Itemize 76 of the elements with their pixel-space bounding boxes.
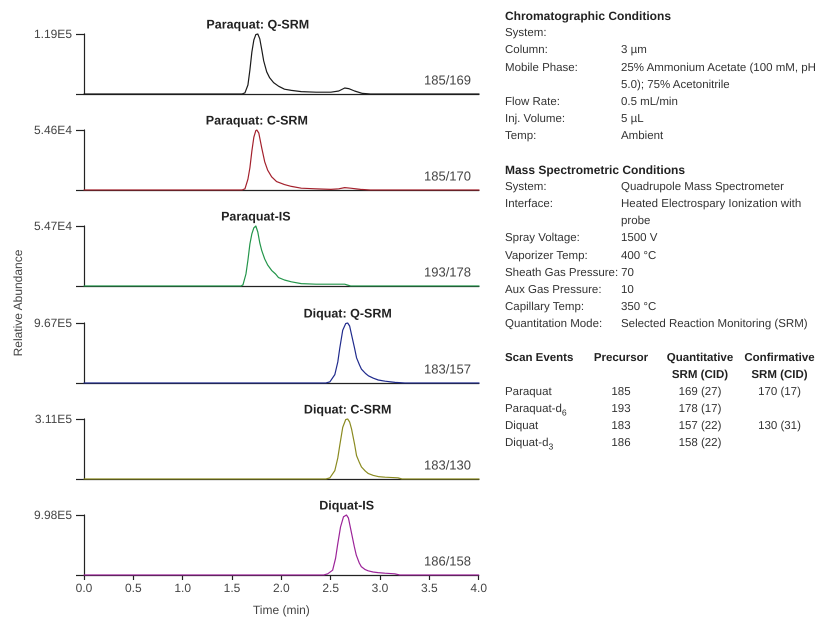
text: Ambient xyxy=(621,130,664,142)
text: 178 (17) xyxy=(678,402,722,415)
category-label: Confirmative SRM (CID) xyxy=(743,350,816,383)
text: 70 xyxy=(621,266,634,279)
category-label: System: xyxy=(505,27,547,40)
category-label: Diquat-d$_{3}$ xyxy=(505,437,554,452)
x-tick-label: 3.0 xyxy=(372,581,389,595)
text: 400 °C xyxy=(621,250,656,262)
text: 1500 V xyxy=(621,232,658,244)
text: 25% Ammonium Acetate (100 mM, pH 5.0); 75% Acetonitrile xyxy=(621,62,816,91)
category-label: Capillary Temp: xyxy=(505,301,584,314)
text: 186 xyxy=(611,437,631,450)
x-tick-label: 3.5 xyxy=(420,581,438,595)
x-axis-title: Time (min) xyxy=(252,603,310,617)
text: 350 °C xyxy=(621,301,656,314)
x-tick-label: 0.0 xyxy=(76,581,93,595)
category-label: Vaporizer Temp: xyxy=(505,250,588,262)
category-label: Aux Gas Pressure: xyxy=(505,284,602,296)
x-tick-label: 2.5 xyxy=(322,581,340,595)
text: 158 (22) xyxy=(678,437,722,450)
text: Quadrupole Mass Spectrometer xyxy=(621,180,784,193)
text: 157 (22) xyxy=(678,420,722,432)
category-label: Inj. Volume: xyxy=(505,113,566,126)
category-label: Mobile Phase: xyxy=(505,62,578,74)
category-label: Flow Rate: xyxy=(505,96,560,108)
text: 5 µL xyxy=(621,113,644,126)
text: 185 xyxy=(611,386,631,398)
x-tick-label: 4.0 xyxy=(470,581,488,595)
text: Selected Reaction Monitoring (SRM) xyxy=(621,318,808,330)
x-tick-label: 1.5 xyxy=(224,581,241,595)
category-label: Quantitation Mode: xyxy=(505,318,602,330)
y-axis-title: Relative Abundance xyxy=(11,250,25,356)
annotation: 193/178 xyxy=(424,264,471,280)
text: 0.5 mL/min xyxy=(621,96,678,108)
text: 10 xyxy=(621,284,634,296)
category-label: Quantitative SRM (CID) xyxy=(666,350,734,383)
category-label: Column: xyxy=(505,44,548,56)
text: 5.47E4 xyxy=(34,219,72,233)
category-label: Diquat xyxy=(505,420,538,432)
chart-title: Diquat: C-SRM xyxy=(304,402,392,416)
annotation: 183/130 xyxy=(424,458,471,472)
category-label: Paraquat-d$_{6}$ xyxy=(505,402,567,418)
text: 3 µm xyxy=(621,44,647,56)
text: 193 xyxy=(611,402,631,415)
text: 9.98E5 xyxy=(34,508,72,522)
text: 1.19E5 xyxy=(34,27,72,41)
x-tick-label: 1.0 xyxy=(174,581,192,595)
x-tick-label: 0.5 xyxy=(124,581,142,595)
category-label: Spray Voltage: xyxy=(505,232,580,244)
category-label: Temp: xyxy=(505,130,536,142)
category-label: Sheath Gas Pressure: xyxy=(505,266,618,279)
chart-title: Diquat-IS xyxy=(319,498,374,512)
text: Heated Electrospary Ionization with probe xyxy=(621,198,802,228)
text: 170 (17) xyxy=(758,386,801,398)
category-label: Precursor xyxy=(592,350,650,366)
text: Chromatographic Conditions xyxy=(505,8,672,25)
chart-title: Paraquat-IS xyxy=(221,210,291,224)
chart-title: Paraquat: C-SRM xyxy=(206,114,308,128)
text: 169 (27) xyxy=(678,386,722,398)
chart-title: Diquat: Q-SRM xyxy=(304,306,392,320)
category-label: System: xyxy=(505,180,547,193)
chart-title: Paraquat: Q-SRM xyxy=(206,18,310,32)
text: 130 (31) xyxy=(758,420,801,432)
text: 9.67E5 xyxy=(34,316,72,330)
category-label: Paraquat xyxy=(505,386,552,398)
annotation: 186/158 xyxy=(424,554,471,568)
annotation: 183/157 xyxy=(424,362,471,376)
annotation: 185/169 xyxy=(424,72,471,88)
text: 5.46E4 xyxy=(34,123,72,137)
category-label: Interface: xyxy=(505,198,553,210)
text: Mass Spectrometric Conditions xyxy=(505,162,686,179)
text: 3.11E5 xyxy=(34,412,72,426)
text: Scan Events xyxy=(505,350,574,366)
x-tick-label: 2.0 xyxy=(272,581,290,595)
annotation: 185/170 xyxy=(424,168,471,184)
text: 183 xyxy=(611,420,631,432)
